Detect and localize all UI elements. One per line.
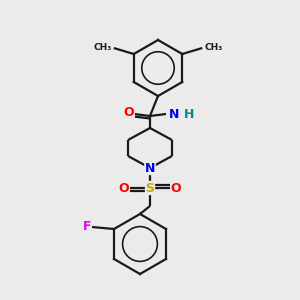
Text: CH₃: CH₃ — [204, 43, 223, 52]
Text: O: O — [119, 182, 129, 194]
Text: N: N — [169, 107, 179, 121]
Text: S: S — [146, 182, 154, 194]
Text: CH₃: CH₃ — [94, 43, 112, 52]
Text: O: O — [171, 182, 181, 194]
Text: H: H — [184, 107, 194, 121]
Text: F: F — [83, 220, 91, 233]
Text: O: O — [124, 106, 134, 119]
Text: N: N — [145, 161, 155, 175]
